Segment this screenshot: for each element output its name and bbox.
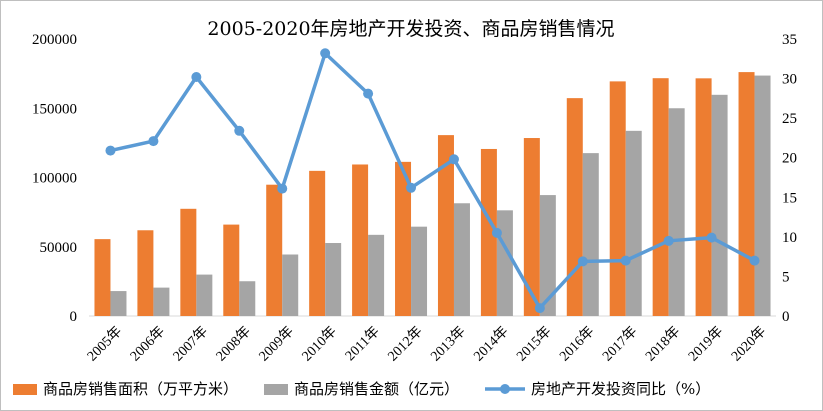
x-tick-label: 2019年 [685, 323, 726, 364]
bar-sales-area [480, 148, 497, 316]
x-tick-label: 2020年 [728, 323, 769, 364]
bar-sales-area [738, 72, 755, 316]
line-point [491, 227, 502, 238]
y-right-tick-label: 0 [782, 309, 790, 325]
bar-sales-amount [325, 243, 342, 316]
x-tick-label: 2013年 [428, 323, 469, 364]
bar-sales-amount [625, 130, 642, 316]
bar-sales-amount [711, 94, 728, 317]
y-left-tick-label: 50000 [40, 240, 78, 256]
bar-sales-amount [668, 108, 685, 316]
x-tick-label: 2016年 [557, 323, 598, 364]
y-right-tick-label: 35 [782, 32, 797, 48]
bar-sales-area [137, 230, 154, 316]
x-tick-label: 2007年 [170, 323, 211, 364]
line-point [105, 145, 116, 156]
x-tick-label: 2010年 [299, 323, 340, 364]
bar-sales-area [266, 184, 283, 316]
plot-area: 0 50000 100000 150000 200000 0 5 10 15 20 25 30 35 20… [32, 32, 797, 364]
bar-sales-amount [582, 153, 599, 316]
legend-label: 房地产开发投资同比（%） [531, 380, 710, 398]
bar-sales-amount [153, 287, 170, 316]
legend-swatch [264, 384, 288, 395]
y-left-tick-label: 150000 [32, 101, 77, 117]
legend-swatch [13, 384, 37, 395]
line-point [148, 136, 159, 147]
line-point [749, 255, 760, 266]
bar-sales-area [180, 208, 197, 316]
bar-sales-area [566, 98, 583, 317]
line-point [191, 71, 202, 82]
line-point [406, 182, 417, 193]
y-right-tick-label: 25 [782, 111, 797, 127]
line-point [577, 256, 588, 267]
legend: 商品房销售面积（万平方米） 商品房销售金额（亿元） 房地产开发投资同比（%） [13, 380, 710, 398]
x-tick-label: 2018年 [642, 323, 683, 364]
x-tick-label: 2017年 [599, 323, 640, 364]
line-investment-yoy [110, 51, 756, 310]
bar-sales-amount [453, 203, 470, 316]
x-tick-label: 2012年 [385, 323, 426, 364]
bar-sales-area [395, 161, 412, 316]
x-tick-label: 2011年 [342, 323, 383, 364]
x-tick-label: 2015年 [514, 323, 555, 364]
y-left-tick-label: 200000 [32, 32, 77, 48]
bar-sales-area [695, 78, 712, 316]
bar-sales-amount [239, 281, 256, 316]
chart-title: 2005-2020年房地产开发投资、商品房销售情况 [207, 18, 614, 40]
line-point [620, 255, 631, 266]
bar-sales-amount [196, 274, 213, 316]
bar-sales-area [309, 170, 326, 316]
y-right-tick-label: 15 [782, 190, 797, 206]
line-point [363, 88, 374, 99]
legend-label: 商品房销售金额（亿元） [294, 380, 459, 398]
bar-sales-amount [754, 75, 771, 317]
line-point [320, 48, 331, 59]
y-right-tick-label: 5 [782, 269, 790, 285]
line-point [706, 232, 717, 243]
legend-label: 商品房销售面积（万平方米） [43, 380, 238, 398]
y-right-tick-label: 10 [782, 230, 797, 246]
line-point [663, 235, 674, 246]
x-tick-label: 2005年 [84, 323, 125, 364]
line-point [234, 125, 245, 136]
bar-sales-amount [110, 291, 127, 316]
bar-sales-amount [496, 210, 513, 316]
y-right-tick-label: 30 [782, 72, 797, 88]
x-tick-label: 2014年 [471, 323, 512, 364]
y-right-tick-label: 20 [782, 151, 797, 167]
bar-sales-area [223, 224, 240, 316]
bar-sales-area [94, 239, 111, 316]
y-left-tick-label: 0 [70, 309, 78, 325]
bar-sales-amount [368, 234, 385, 316]
bar-sales-area [652, 78, 669, 317]
line-point [448, 154, 459, 165]
line-point [277, 183, 288, 194]
x-tick-label: 2008年 [213, 323, 254, 364]
line-point [534, 303, 545, 314]
bar-sales-area [437, 135, 454, 316]
x-tick-label: 2006年 [127, 323, 168, 364]
bar-sales-amount [539, 195, 556, 316]
bar-sales-area [609, 81, 626, 316]
legend-marker [500, 384, 510, 394]
bar-sales-area [523, 138, 540, 316]
y-left-tick-label: 100000 [32, 171, 77, 187]
x-tick-label: 2009年 [256, 323, 297, 364]
bar-sales-amount [282, 254, 299, 316]
bar-sales-amount [411, 226, 428, 316]
bar-sales-area [352, 164, 369, 316]
